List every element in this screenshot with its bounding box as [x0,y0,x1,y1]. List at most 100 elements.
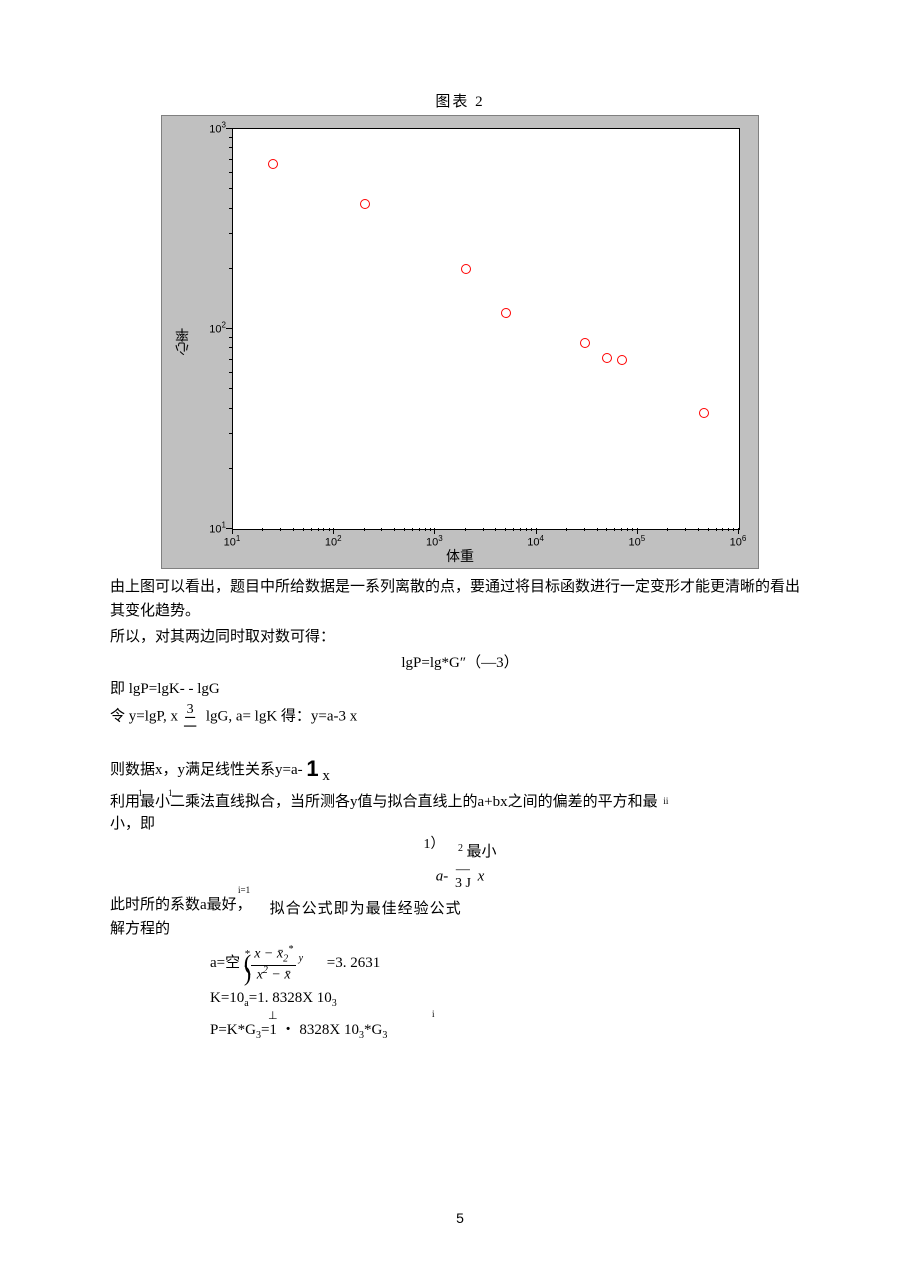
text: ⊥ [268,1006,278,1027]
y-minor-tick [229,388,232,389]
x-minor-tick [505,528,506,531]
x-minor-tick [584,528,585,531]
text: 二 [180,717,200,731]
min-expression: 1） 2 最小 a- —3 J x [110,840,810,891]
x-minor-tick [698,528,699,531]
text: - [188,681,193,697]
paragraph: 所以，对其两边同时取对数可得： [110,625,810,649]
text: J [462,876,471,891]
x-minor-tick [597,528,598,531]
x-minor-tick [483,528,484,531]
text: 3 [180,703,200,717]
paragraph: 1 1 利用最小二乘法直线拟合，当所测各y值与拟合直线上的a+bx之间的偏差的平… [110,790,810,814]
data-point [580,338,590,348]
text: 1 [168,786,173,800]
paragraph: 小，即 [110,812,810,836]
y-minor-tick [229,137,232,138]
x-minor-tick [329,528,330,531]
text: 此时所的系数a最好， [110,897,252,913]
text: y [296,953,303,964]
text: 即 lgP=lgK- [110,681,188,697]
y-minor-tick [229,159,232,160]
x-minor-tick [381,528,382,531]
x-tick-label: 102 [325,534,342,549]
y-tick-label: 103 [200,121,226,136]
x-minor-tick [513,528,514,531]
x-minor-tick [412,528,413,531]
y-minor-tick [229,172,232,173]
x-minor-tick [733,528,734,531]
x-minor-tick [318,528,319,531]
text: lgG [197,681,220,697]
x-minor-tick [293,528,294,531]
chart-title: 图表 2 [110,90,810,111]
x-minor-tick [425,528,426,531]
y-minor-tick [229,433,232,434]
x-minor-tick [311,528,312,531]
y-tick [226,128,232,129]
equation-line: 则数据x，y满足线性关系y=a- 1 x [110,749,810,784]
x-tick-label: 105 [628,534,645,549]
data-point [602,353,612,363]
x-minor-tick [280,528,281,531]
text: 则数据x，y满足线性关系y=a- [110,762,303,778]
body-text: 由上图可以看出，题目中所给数据是一系列离散的点，要通过将目标函数进行一定变形才能… [110,575,810,1045]
x-minor-tick [520,528,521,531]
equation-line: 令 y=lgP, x3二 lgG, a= lgK 得：y=a-3 x [110,703,810,731]
text: 3 [382,1030,387,1041]
x-minor-tick [430,528,431,531]
x-tick-label: 106 [730,534,747,549]
y-minor-tick [229,372,232,373]
x-minor-tick [621,528,622,531]
x-minor-tick [526,528,527,531]
x-tick-label: 101 [224,534,241,549]
text: P=K*G [210,1022,256,1038]
text: 最小 [466,844,496,860]
x-minor-tick [685,528,686,531]
text: − x̄ [268,967,291,982]
y-minor-tick [229,347,232,348]
data-point [268,159,278,169]
chart-frame: 心率 体重 101102103104105106101102103 [161,115,759,569]
x-minor-tick [419,528,420,531]
x-minor-tick [323,528,324,531]
paragraph: i=1 此时所的系数a最好， 拟合公式即为最佳经验公式 [110,893,810,917]
text: lgG, a= lgK 得：y=a-3 x [202,708,357,724]
paragraph: 由上图可以看出，题目中所给数据是一系列离散的点，要通过将目标函数进行一定变形才能… [110,575,810,623]
x-minor-tick [364,528,365,531]
y-minor-tick [229,337,232,338]
x-tick-label: 104 [527,534,544,549]
x-minor-tick [394,528,395,531]
text: =1. 8328X 10 [249,990,332,1006]
y-tick-label: 102 [200,321,226,336]
y-tick-label: 101 [200,521,226,536]
y-minor-tick [229,468,232,469]
text: x − x̄ [254,947,283,962]
y-tick [226,328,232,329]
x-minor-tick [495,528,496,531]
x-minor-tick [614,528,615,531]
equation-p: ⊥ i P=K*G3=1 ・ 8328X 103*G3 [210,1016,810,1045]
x-minor-tick [303,528,304,531]
text: x [322,768,330,784]
y-minor-tick [229,208,232,209]
text: ii [663,796,668,806]
x-minor-tick [262,528,263,531]
text: a- [436,869,449,885]
x-minor-tick [404,528,405,531]
data-point [699,408,709,418]
x-minor-tick [716,528,717,531]
equation: lgP=lg*G″（—3） [110,651,810,675]
data-point [501,308,511,318]
text: *G [364,1022,382,1038]
text: K=10 [210,990,244,1006]
text: i=1 [238,883,250,897]
text: 1 [306,756,318,781]
x-minor-tick [667,528,668,531]
y-minor-tick [229,147,232,148]
plot-area [232,128,740,530]
y-minor-tick [229,233,232,234]
text: 3 [455,876,462,891]
text: 令 y=lgP, x [110,708,178,724]
x-minor-tick [632,528,633,531]
